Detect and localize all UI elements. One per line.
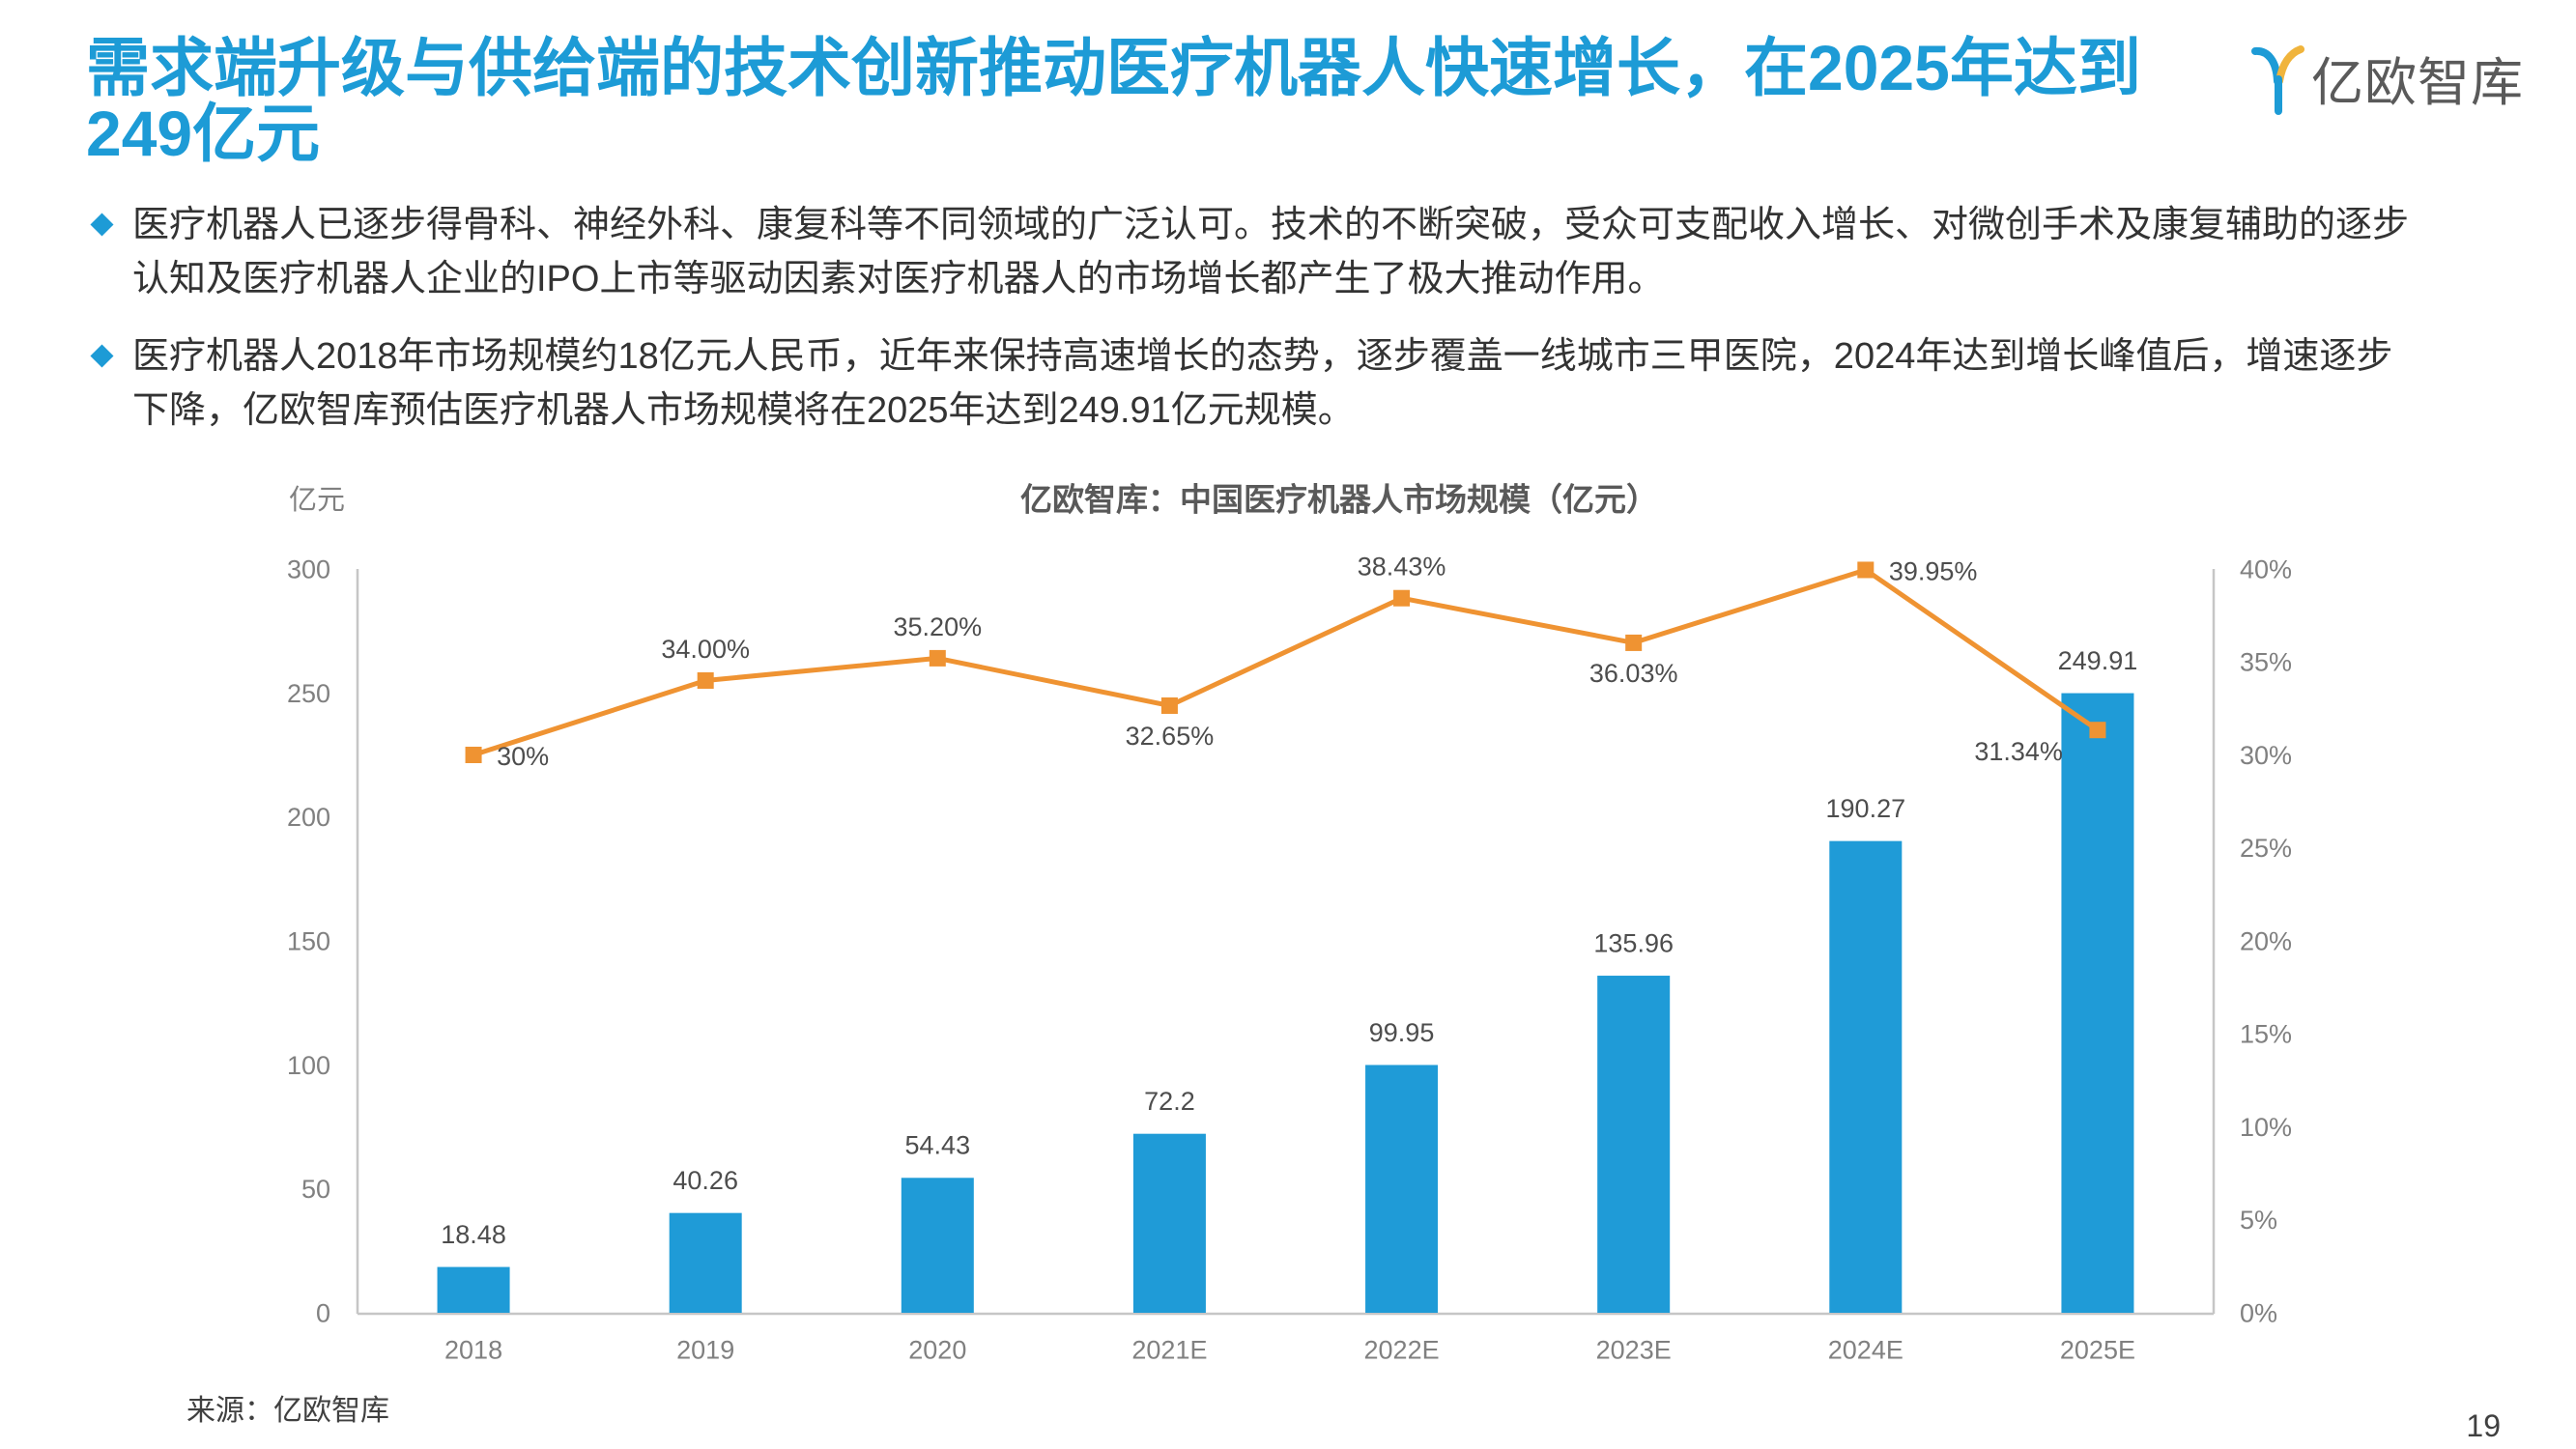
bar [1365, 1065, 1439, 1313]
x-axis-categories: 2018 2019 2020 2021E 2022E 2023E 2024E 2025E [444, 1335, 2135, 1364]
left-y-tick-label: 250 [287, 679, 330, 708]
line-marker [1625, 634, 1643, 651]
bullet-text-line: 医疗机器人已逐步得骨科、神经外科、康复科等不同领域的广泛认可。技术的不断突破，受… [132, 205, 2410, 245]
bar-value-label: 40.26 [673, 1166, 738, 1195]
line-value-label: 30% [497, 742, 549, 771]
line-path [472, 567, 2100, 757]
line-value-label: 39.95% [1889, 556, 1978, 585]
right-y-tick-label: 15% [2240, 1020, 2292, 1049]
bar [901, 1178, 974, 1313]
line-marker [1393, 589, 1411, 607]
bar [1132, 1133, 1206, 1313]
bar [669, 1212, 742, 1313]
page-title-line: 249亿元 [86, 98, 321, 169]
line-value-label: 38.43% [1358, 553, 1446, 582]
left-y-axis-ticks: 0 50 100 150 200 250 300 [287, 554, 330, 1327]
left-y-tick-label: 100 [287, 1051, 330, 1080]
line-value-label: 35.20% [894, 612, 983, 641]
x-category-label: 2019 [676, 1335, 734, 1364]
line-value-label: 31.34% [1974, 737, 2063, 766]
bar [1829, 840, 1903, 1313]
line-marker [1160, 696, 1178, 714]
bar [2061, 693, 2134, 1313]
line-value-label: 32.65% [1126, 722, 1215, 751]
bar [1597, 976, 1671, 1313]
line-marker [465, 747, 482, 763]
x-category-label: 2018 [444, 1335, 502, 1364]
bar-value-label: 72.2 [1144, 1087, 1195, 1116]
page-title-line: 需求端升级与供给端的技术创新推动医疗机器人快速增长，在2025年达到 [86, 32, 2141, 103]
bar-value-label: 135.96 [1593, 928, 1674, 957]
line-marker [929, 649, 946, 667]
left-y-tick-label: 50 [301, 1175, 330, 1204]
page-title: 需求端升级与供给端的技术创新推动医疗机器人快速增长，在2025年达到 249亿元 [86, 35, 2141, 166]
line-value-label: 36.03% [1589, 659, 1678, 688]
bar [437, 1266, 510, 1313]
x-category-label: 2020 [908, 1335, 966, 1364]
left-y-tick-label: 200 [287, 803, 330, 832]
chart-axes [356, 569, 2216, 1316]
right-y-axis-ticks: 0% 5% 10% 15% 20% 25% 30% 35% 40% [2240, 554, 2292, 1327]
x-category-label: 2023E [1596, 1335, 1672, 1364]
right-y-tick-label: 40% [2240, 554, 2292, 583]
bullet-list: 医疗机器人已逐步得骨科、神经外科、康复科等不同领域的广泛认可。技术的不断突破，受… [90, 198, 2548, 438]
x-category-label: 2022E [1364, 1335, 1440, 1364]
line-marker [2089, 722, 2106, 739]
right-y-tick-label: 25% [2240, 834, 2292, 863]
bullet-text-line: 下降，亿欧智库预估医疗机器人市场规模将在2025年达到249.91亿元规模。 [132, 390, 1355, 431]
right-y-tick-label: 35% [2240, 648, 2292, 677]
left-y-tick-label: 300 [287, 554, 330, 583]
right-y-tick-label: 5% [2240, 1206, 2277, 1235]
bar-value-label: 18.48 [441, 1220, 506, 1249]
right-y-tick-label: 30% [2240, 741, 2292, 770]
x-category-label: 2025E [2060, 1335, 2135, 1364]
bar-value-label: 54.43 [905, 1131, 971, 1160]
bullet-text-line: 医疗机器人2018年市场规模约18亿元人民币，近年来保持高速增长的态势，逐步覆盖… [132, 336, 2393, 377]
bullet-text-line: 认知及医疗机器人企业的IPO上市等驱动因素对医疗机器人的市场增长都产生了极大推动… [132, 259, 1665, 299]
left-y-tick-label: 150 [287, 926, 330, 955]
bar-value-label: 249.91 [2058, 646, 2138, 675]
left-y-tick-label: 0 [316, 1298, 330, 1327]
x-category-label: 2024E [1828, 1335, 1903, 1364]
logo-text: 亿欧智库 [2311, 54, 2524, 112]
line-value-label: 34.00% [661, 635, 750, 664]
y-axis-unit-label: 亿元 [289, 484, 345, 516]
line-marker [1857, 561, 1875, 579]
bar-value-label: 99.95 [1369, 1018, 1435, 1047]
line-marker [697, 672, 714, 689]
bullet-item: 医疗机器人2018年市场规模约18亿元人民币，近年来保持高速增长的态势，逐步覆盖… [90, 329, 2548, 438]
right-y-tick-label: 20% [2240, 926, 2292, 955]
yiou-logo-icon [2251, 45, 2304, 115]
line-series: 30% 34.00% 35.20% 32.65% 38.43% 36.03% 39.95% 3… [465, 553, 2106, 771]
bar-value-label: 190.27 [1826, 794, 1906, 823]
x-category-label: 2021E [1131, 1335, 1207, 1364]
source-note: 来源：亿欧智库 [186, 1395, 389, 1427]
chart-title: 亿欧智库：中国医疗机器人市场规模（亿元） [1020, 482, 1658, 518]
right-y-tick-label: 10% [2240, 1113, 2292, 1142]
bar-series: 18.48 40.26 54.43 72.2 99.95 135.96 190.27 249.… [437, 646, 2138, 1313]
right-y-tick-label: 0% [2240, 1298, 2277, 1327]
brand-logo: 亿欧智库 [2251, 43, 2532, 116]
page-number: 19 [2466, 1408, 2501, 1443]
bullet-item: 医疗机器人已逐步得骨科、神经外科、康复科等不同领域的广泛认可。技术的不断突破，受… [90, 198, 2548, 306]
